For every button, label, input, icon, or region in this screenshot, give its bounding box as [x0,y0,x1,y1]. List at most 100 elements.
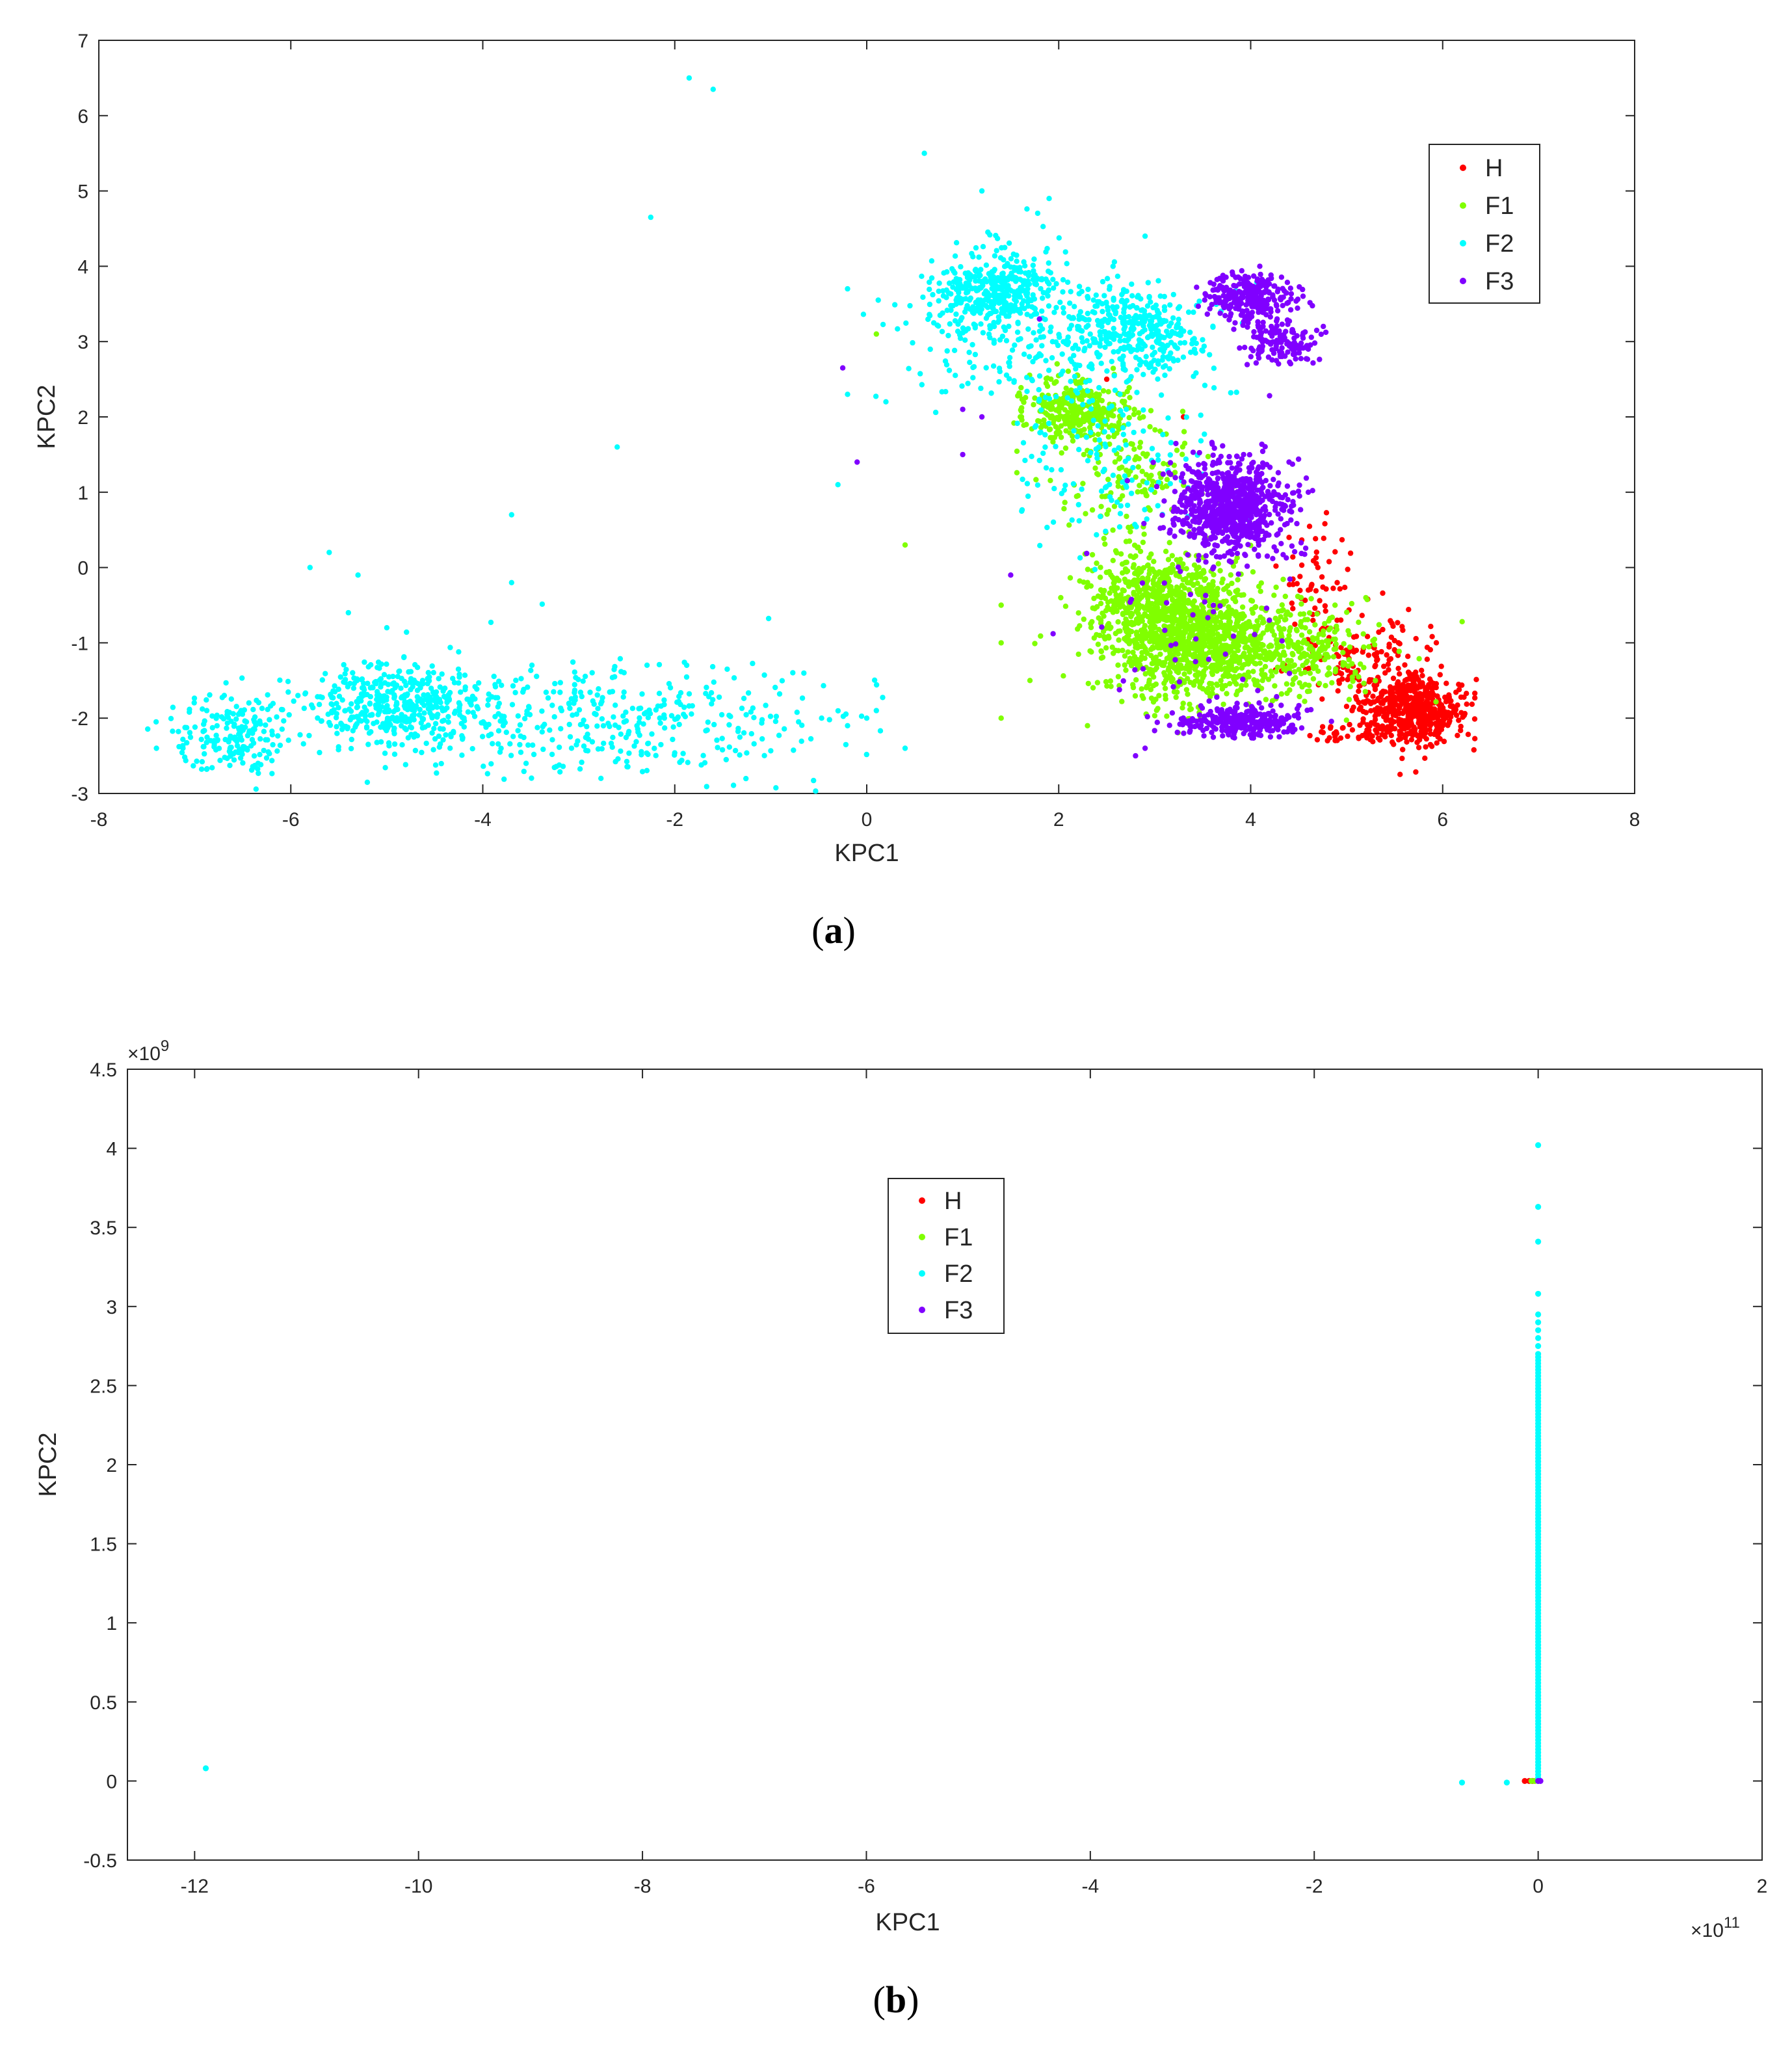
point-f2-a [204,734,210,740]
point-h-a [1443,680,1449,686]
point-h-a [1347,721,1352,728]
point-f2-a [217,758,223,764]
point-h-a [1286,535,1292,540]
point-f2-a [1150,304,1156,311]
point-f1-a [1131,621,1137,627]
point-f2-a [539,729,545,735]
point-f2-a [943,295,949,300]
point-f1-a [1135,410,1142,416]
point-h-a [1345,733,1351,739]
point-f2-a [1039,343,1045,349]
point-f1-a [1048,376,1054,382]
point-f1-a [1190,581,1196,587]
point-f2-a [404,629,410,635]
point-f2-a [367,700,373,706]
point-f2-a [1109,358,1115,364]
point-f1-a [1192,672,1198,678]
point-h-a [1356,734,1362,741]
point-f1-a [1363,594,1369,601]
point-f2-a [1128,374,1134,380]
point-h-a [1441,738,1447,745]
point-f1-a [1325,643,1331,649]
point-f2-a [540,746,546,752]
point-f2-a [600,723,607,729]
point-f2-a [951,279,957,285]
point-f1-a [1316,680,1323,687]
point-f2-a [1157,336,1163,341]
point-f2-a [295,693,301,699]
point-f1-a [1187,706,1193,713]
point-f2-a [472,684,478,690]
point-f2-a [991,319,997,326]
point-f2-a [176,728,181,735]
point-f1-a [1258,654,1264,661]
point-h-a [1399,700,1405,706]
point-f2-a [739,705,745,712]
point-f2-a [637,732,642,738]
point-f1-a [1085,411,1092,417]
point-h-a [1289,600,1295,606]
plot-frame-a [98,40,1635,794]
point-f2-a [447,645,453,650]
point-f1-a [1203,585,1209,592]
point-f1-a [1187,632,1194,637]
point-f2-a [719,736,725,741]
point-f2-a [1025,326,1031,332]
point-f2-a [714,737,720,743]
point-f2-a [500,723,507,728]
point-f1-a [1198,584,1204,591]
point-f1-a [1133,474,1139,480]
point-f1-a [1271,632,1278,638]
point-f2-a [1105,319,1111,326]
point-h-a [1356,699,1362,706]
point-f2-a [672,752,678,758]
point-h-a [1421,730,1427,736]
point-f2-a [470,710,476,715]
point-f2-a [991,323,997,330]
point-f2-a [417,697,423,703]
point-f2-a [398,686,404,691]
point-f2-a [286,712,292,718]
point-f2-a [233,749,239,755]
point-f2-a [1051,310,1057,315]
point-f1-a [1179,705,1185,711]
point-f1-a [1133,553,1139,559]
point-h-a [1363,730,1369,736]
point-f2-a [1016,293,1022,299]
point-f2-a [1130,326,1136,333]
point-f1-a [1280,576,1286,582]
point-f2-a [1121,318,1127,325]
point-f2-a [647,711,653,717]
point-f1-a [1144,593,1150,599]
point-f2-a [455,666,462,672]
point-f1-a [1361,665,1367,671]
point-f2-a [416,712,423,718]
point-f2-a [391,693,397,700]
point-f2-a [570,712,575,718]
point-f2-a [484,771,490,777]
point-f2-a [1071,428,1077,434]
point-h-a [1382,711,1389,717]
point-f2-a [1120,353,1126,359]
point-f1-a [1254,618,1260,624]
point-f1-a [1116,683,1122,689]
point-f2-a [801,670,807,676]
point-f2-a [944,348,950,354]
point-f2-a [393,682,400,688]
point-f2-a [1117,338,1123,344]
point-f2-a [772,684,778,691]
point-f1-a [1061,506,1067,512]
point-h-a [1441,717,1447,723]
point-f1-a [1153,708,1160,713]
point-f2-a [469,746,475,752]
point-h-a [1399,755,1405,762]
point-f2-a [999,279,1005,285]
point-f2-a [1076,447,1082,453]
point-f1-a [1115,648,1122,654]
point-f1-a [1105,633,1112,639]
point-f2-a [592,711,598,717]
point-f2-a [892,302,898,308]
point-f2-a [456,671,462,678]
point-f1-a [1121,400,1127,406]
